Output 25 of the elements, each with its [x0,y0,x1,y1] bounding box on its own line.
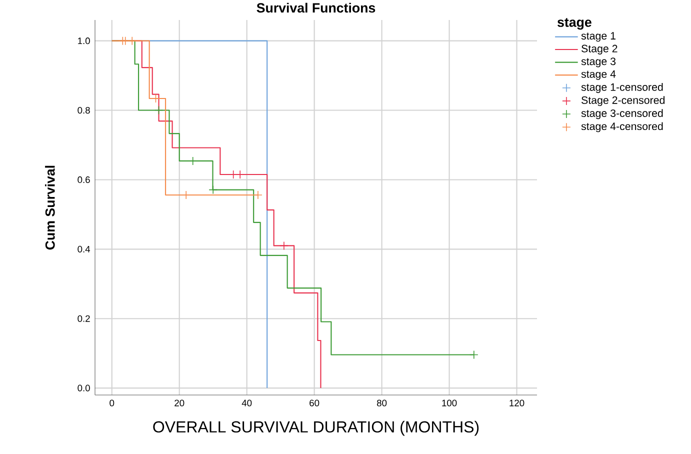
x-tick-label: 80 [377,400,387,406]
y-tick-label: 1.0 [78,38,90,44]
x-tick-label: 60 [310,400,320,406]
legend-label: stage 1-censored [581,83,663,93]
y-tick-label: 0.6 [78,176,90,184]
legend-label: Stage 2-censored [582,96,665,106]
y-tick-label: 0.0 [78,384,90,392]
y-axis-title: Cum Survival [45,166,55,250]
legend-label: stage 4-censored [581,122,663,132]
x-tick-label: 40 [242,400,252,406]
x-tick-label: 20 [174,400,184,406]
x-tick-label: 0 [110,400,114,406]
x-tick-label: 120 [510,400,524,406]
y-tick-label: 0.8 [78,106,90,114]
legend-label: Stage 2 [582,44,618,54]
y-tick-label: 0.4 [78,246,90,252]
legend-label: stage 1 [581,32,616,42]
chart-title: Survival Functions [256,2,376,13]
x-axis-title: OVERALL SURVIVAL DURATION (MONTHS) [153,420,479,436]
legend-label: stage 4 [581,70,616,80]
y-tick-label: 0.2 [78,315,90,322]
legend-label: stage 3-censored [581,109,663,120]
legend-label: stage 3 [581,58,616,68]
x-tick-label: 100 [442,400,457,406]
legend-title: stage [557,18,592,30]
